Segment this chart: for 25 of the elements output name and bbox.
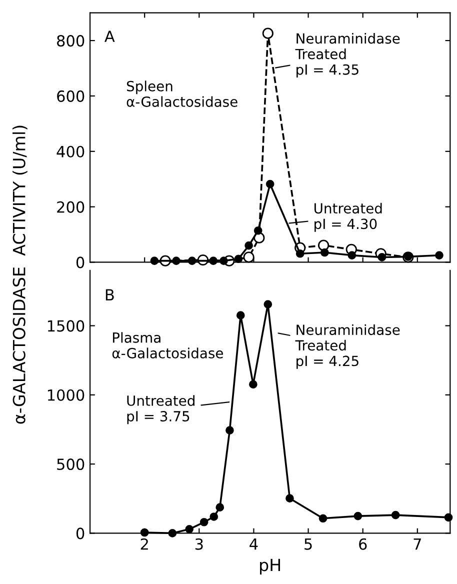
x-tick-label: 6 <box>359 538 367 550</box>
y-tick-label: 0 <box>76 256 84 268</box>
x-tick-label: 3 <box>195 538 203 550</box>
y-tick-label: 800 <box>57 35 84 47</box>
x-axis-title: pH <box>260 558 280 575</box>
y-tick-label: 1500 <box>48 320 84 332</box>
annotation: Untreated pI = 4.30 <box>314 202 382 232</box>
y-tick-label: 600 <box>57 90 84 102</box>
y-tick-label: 1000 <box>48 389 84 401</box>
annotation: Untreated pI = 3.75 <box>127 395 194 424</box>
text: A <box>104 30 115 42</box>
annotation: Spleen α-Galactosidase <box>126 80 238 107</box>
y-tick-label: 400 <box>56 146 84 158</box>
x-tick-label: 4 <box>250 538 258 550</box>
annotation: Neuraminidase Treated pI = 4.25 <box>295 324 400 369</box>
x-tick-label: 7 <box>414 538 421 550</box>
y-axis-title: α-GALACTOSIDASE ACTIVITY (U/ml) <box>12 126 28 424</box>
y-tick-label: 500 <box>57 458 84 470</box>
text: B <box>106 289 114 300</box>
x-tick-label: 2 <box>140 538 148 550</box>
x-tick-label: 5 <box>304 538 312 550</box>
annotation: Neuraminidase Treated pI = 4.35 <box>295 32 400 78</box>
y-tick-label: 200 <box>57 201 84 213</box>
annotation: Plasma α-Galactosidase <box>112 332 223 358</box>
y-tick-label: 0 <box>76 528 84 540</box>
